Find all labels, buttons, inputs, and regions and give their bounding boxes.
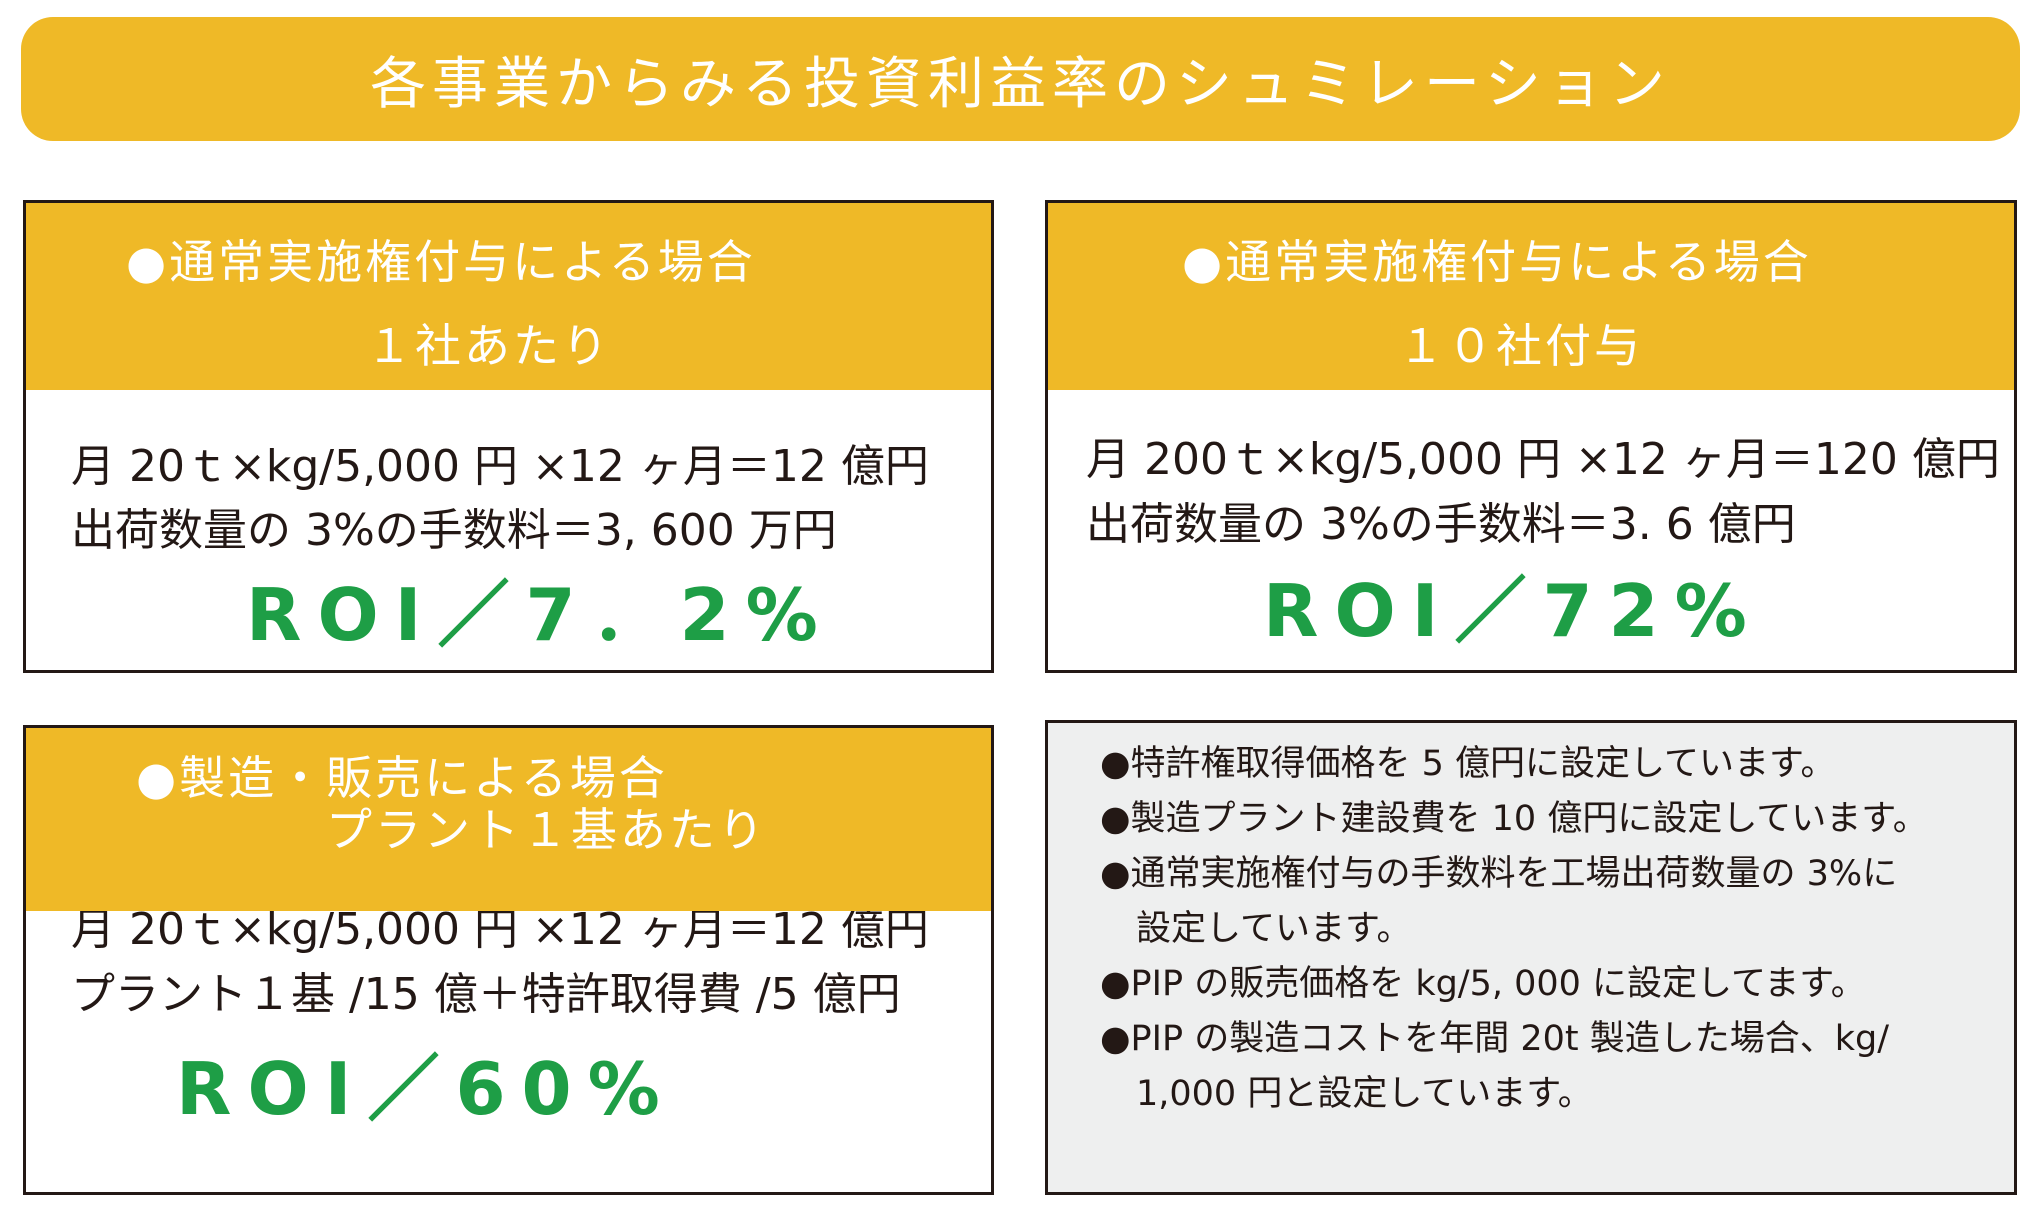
calc-line: 月 20ｔ×kg/5,000 円 ×12 ヶ月＝12 億円: [71, 904, 929, 955]
note-item: ●PIP の製造コストを年間 20t 製造した場合、kg/: [1100, 1019, 1889, 1059]
panel-header-subtitle: プラント１基あたり: [326, 803, 767, 857]
fee-line: 出荷数量の 3%の手数料＝3, 600 万円: [71, 505, 837, 556]
panel-manufacture: 月 20ｔ×kg/5,000 円 ×12 ヶ月＝12 億円 プラント１基 /15…: [23, 725, 994, 1195]
panel-header: ●通常実施権付与による場合 １０社付与: [1048, 203, 2014, 390]
calc-line: 月 200ｔ×kg/5,000 円 ×12 ヶ月＝120 億円: [1086, 434, 2000, 485]
roi-value: ROI／7．2%: [246, 573, 834, 657]
cost-line: プラント１基 /15 億＋特許取得費 /5 億円: [71, 969, 901, 1020]
panel-header-title: ●製造・販売による場合: [136, 751, 668, 805]
note-item: 設定しています。: [1136, 909, 1412, 949]
panel-header-subtitle: １０社付与: [1398, 319, 1643, 373]
note-item: ●PIP の販売価格を kg/5, 000 に設定してます。: [1100, 964, 1866, 1004]
panel-header-subtitle: １社あたり: [366, 319, 611, 373]
note-item: ●製造プラント建設費を 10 億円に設定しています。: [1100, 799, 1928, 839]
fee-line: 出荷数量の 3%の手数料＝3. 6 億円: [1086, 499, 1796, 550]
roi-value: ROI／60%: [176, 1047, 676, 1131]
note-item: 1,000 円と設定しています。: [1136, 1074, 1593, 1114]
roi-value: ROI／72%: [1263, 569, 1763, 653]
notes-panel: ●特許権取得価格を 5 億円に設定しています。 ●製造プラント建設費を 10 億…: [1045, 720, 2017, 1195]
page-title: 各事業からみる投資利益率のシュミレーション: [370, 51, 1671, 117]
panel-license-ten: ●通常実施権付与による場合 １０社付与 月 200ｔ×kg/5,000 円 ×1…: [1045, 200, 2017, 673]
panel-license-one: ●通常実施権付与による場合 １社あたり 月 20ｔ×kg/5,000 円 ×12…: [23, 200, 994, 673]
note-item: ●通常実施権付与の手数料を工場出荷数量の 3%に: [1100, 854, 1898, 894]
calc-line: 月 20ｔ×kg/5,000 円 ×12 ヶ月＝12 億円: [71, 441, 929, 492]
panel-header-title: ●通常実施権付与による場合: [1182, 235, 1812, 289]
panel-header: ●通常実施権付与による場合 １社あたり: [26, 203, 991, 390]
title-banner: 各事業からみる投資利益率のシュミレーション: [21, 17, 2020, 141]
panel-header: ●製造・販売による場合 プラント１基あたり: [26, 728, 991, 911]
note-item: ●特許権取得価格を 5 億円に設定しています。: [1100, 744, 1836, 784]
panel-header-title: ●通常実施権付与による場合: [126, 235, 756, 289]
